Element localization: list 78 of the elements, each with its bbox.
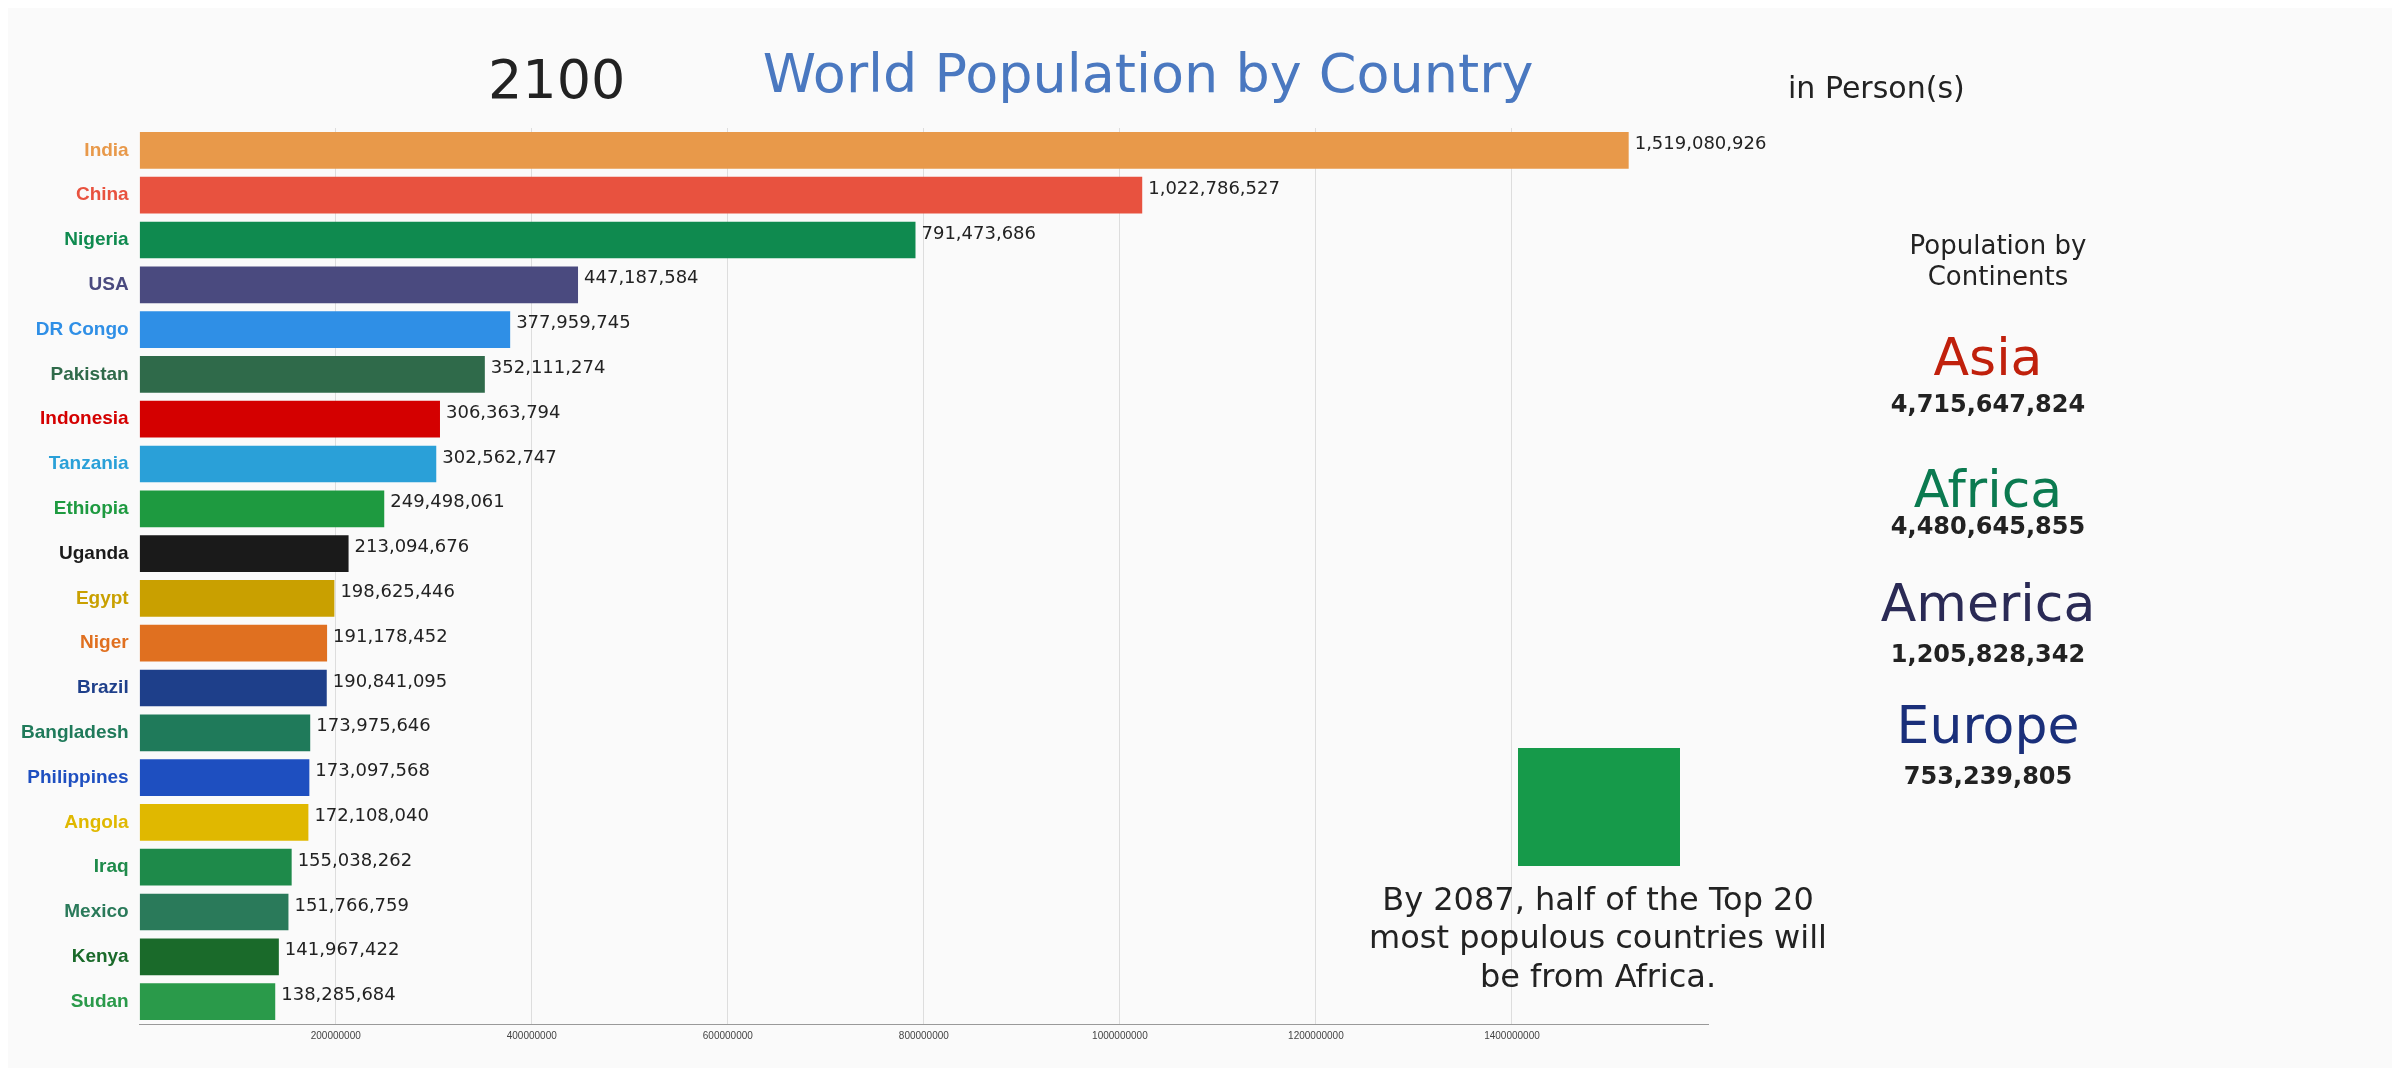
y-tick-label: USA: [88, 273, 129, 295]
data-label: 198,625,446: [340, 580, 455, 602]
bar: [139, 311, 511, 348]
bar: [139, 804, 309, 841]
x-tick-label: 600000000: [702, 1029, 754, 1041]
data-label: 377,959,745: [516, 311, 631, 333]
bar: [139, 490, 385, 528]
data-label: 172,108,040: [314, 804, 429, 826]
bar: [139, 535, 349, 572]
bar: [139, 132, 1629, 169]
bar: [139, 356, 485, 393]
x-tick-label: 1200000000: [1288, 1029, 1345, 1041]
data-label: 151,766,759: [294, 893, 409, 915]
y-tick-label: Philippines: [27, 765, 129, 787]
data-label: 190,841,095: [332, 669, 448, 691]
data-label: 191,178,452: [333, 624, 448, 646]
y-tick-label: Tanzania: [48, 452, 130, 474]
y-tick-label: Egypt: [75, 586, 130, 608]
bar: [139, 714, 311, 752]
y-tick-label: Iraq: [93, 855, 129, 877]
bar: [139, 400, 440, 438]
data-label: 173,975,646: [316, 714, 431, 736]
y-tick-label: India: [84, 138, 130, 160]
x-tick-label: 200000000: [310, 1029, 362, 1041]
y-tick-label: Ethiopia: [53, 497, 130, 519]
y-tick-label: China: [75, 183, 130, 205]
y-tick-label: DR Congo: [35, 317, 129, 339]
y-tick-label: Sudan: [70, 989, 129, 1011]
bar: [139, 580, 335, 617]
y-tick-label: Angola: [64, 810, 130, 832]
data-label: 1,022,786,527: [1148, 176, 1280, 198]
data-label: 141,967,422: [284, 938, 400, 960]
text: 1,205,828,342: [1889, 640, 2087, 669]
x-tick-label: 400000000: [506, 1029, 558, 1041]
text: America: [1879, 572, 2097, 635]
data-label: 155,038,262: [297, 848, 413, 870]
x-tick-label: 1000000000: [1092, 1029, 1149, 1041]
x-tick-label: 1400000000: [1484, 1029, 1541, 1041]
data-label: 213,094,676: [354, 535, 470, 557]
data-label: 138,285,684: [281, 983, 396, 1005]
text: Europe: [1895, 694, 2081, 757]
y-tick-label: Brazil: [76, 676, 129, 698]
bar: [139, 669, 327, 707]
data-label: 249,498,061: [390, 490, 505, 512]
text: 753,239,805: [1902, 762, 2074, 791]
bar: [139, 176, 1143, 214]
y-tick-label: Nigeria: [64, 228, 130, 250]
text: in Person(s): [1788, 70, 1965, 106]
bar: [139, 893, 289, 931]
bar: [139, 848, 292, 886]
bar: [139, 938, 279, 976]
text: Population by Continents: [1908, 230, 2088, 293]
text: Asia: [1932, 326, 2044, 389]
data-label: 173,097,568: [315, 759, 430, 781]
bar: [139, 983, 276, 1020]
bar: [139, 221, 916, 259]
bar: [139, 266, 579, 304]
x-tick-label: 800000000: [898, 1029, 950, 1041]
y-tick-label: Kenya: [71, 945, 130, 967]
y-tick-label: Pakistan: [50, 362, 129, 384]
y-tick-label: Niger: [80, 631, 130, 653]
y-tick-label: Uganda: [59, 541, 130, 563]
data-label: 306,363,794: [445, 400, 561, 422]
text: 2100: [488, 48, 626, 113]
bar: [139, 445, 437, 483]
y-tick-label: Mexico: [64, 900, 129, 922]
chart-title: World Population by Country: [761, 42, 1535, 105]
annotation: By 2087, half of the Top 20 most populous countries will be from Africa.: [1368, 880, 1828, 996]
data-label: 791,473,686: [921, 221, 1036, 243]
text: 4,715,647,824: [1889, 390, 2087, 419]
bar: [139, 759, 310, 796]
y-tick-label: Bangladesh: [20, 721, 129, 743]
bar: [139, 624, 328, 662]
data-label: 1,519,080,926: [1634, 132, 1767, 154]
y-tick-label: Indonesia: [40, 407, 130, 429]
data-label: 352,111,274: [490, 356, 606, 378]
data-label: 302,562,747: [442, 445, 557, 467]
data-label: 447,187,584: [584, 266, 699, 288]
